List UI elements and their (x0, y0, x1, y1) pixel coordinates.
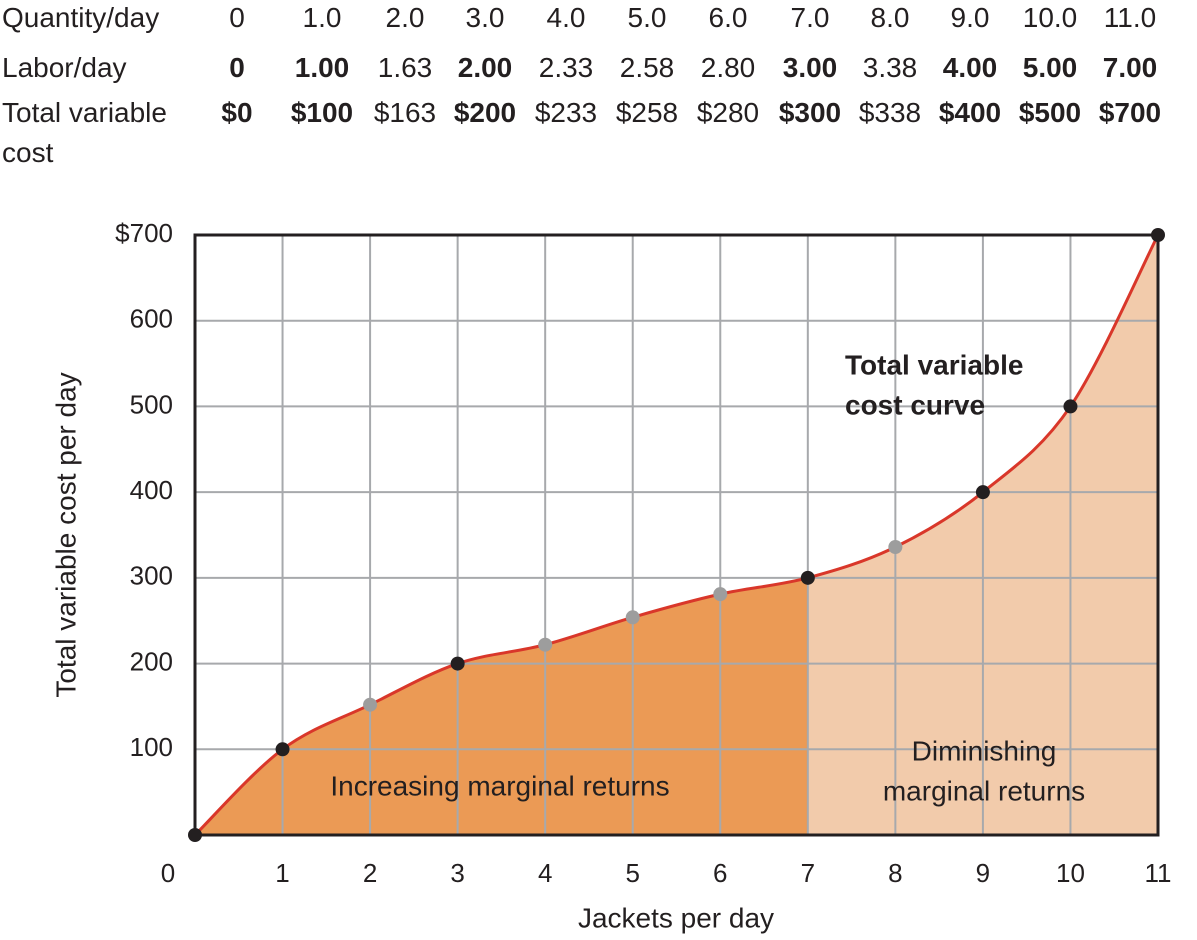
table-cell: 1.0 (302, 2, 342, 33)
table-cell: 11.0 (1103, 2, 1157, 33)
table-cell: $400 (938, 97, 1002, 128)
table-cell: 7.0 (790, 2, 830, 33)
table-cell: 3.38 (862, 52, 918, 83)
point (625, 610, 640, 625)
table-cell: 5.0 (627, 2, 667, 33)
point (713, 587, 728, 602)
point (1151, 228, 1165, 242)
table-cell: 5.00 (1022, 52, 1078, 83)
row-label: Total variable cost (2, 97, 167, 168)
curve-label: cost curve (845, 389, 985, 420)
x-tick-label: 3 (450, 858, 464, 888)
y-tick-label: 400 (130, 475, 173, 505)
table-cell: 0 (229, 2, 245, 33)
plot-frame (193, 233, 1160, 837)
point (450, 656, 465, 671)
x-tick-label: 1 (275, 858, 289, 888)
x-tick-label: 7 (801, 858, 815, 888)
region-label: marginal returns (883, 775, 1085, 806)
x-tick-label: 10 (1056, 858, 1085, 888)
table-cell: $100 (290, 97, 354, 128)
row-label: Labor/day (2, 52, 127, 83)
y-tick-label: 600 (130, 304, 173, 334)
table-cell: $700 (1098, 97, 1162, 128)
x-tick-label: 5 (625, 858, 639, 888)
y-tick-label: 500 (130, 389, 173, 419)
table-cell: 2.58 (619, 52, 675, 83)
point (975, 485, 990, 500)
y-tick-label: 300 (130, 561, 173, 591)
table-cell: 8.0 (870, 2, 910, 33)
table-cell: $200 (453, 97, 517, 128)
table-cell: 3.0 (465, 2, 505, 33)
table-cell: 2.0 (385, 2, 425, 33)
table-cell: 9.0 (950, 2, 990, 33)
x-tick-label: 2 (363, 858, 377, 888)
table-cell: 1.63 (377, 52, 433, 83)
table-cell: 1.00 (294, 52, 350, 83)
point (363, 697, 378, 712)
table-cell: 2.00 (457, 52, 513, 83)
region-label: Increasing marginal returns (330, 770, 669, 801)
x-tick-label: 4 (538, 858, 552, 888)
row-label: Quantity/day (2, 2, 160, 33)
x-tick-label: 11 (1145, 858, 1172, 888)
y-tick-label: 200 (130, 646, 173, 676)
y-tick-label: 100 (130, 732, 173, 762)
x-tick-label: 0 (161, 858, 175, 888)
table-cell: 6.0 (708, 2, 748, 33)
region-label: Diminishing (912, 735, 1057, 766)
curve-label: Total variable (845, 349, 1023, 380)
table-cell: $163 (373, 97, 437, 128)
curve (193, 234, 1160, 837)
table-cell: $258 (615, 97, 679, 128)
table-cell: 4.0 (546, 2, 586, 33)
table-cell: $233 (534, 97, 598, 128)
table-cell: 0 (229, 52, 245, 83)
table-cell: $280 (696, 97, 760, 128)
point (275, 742, 290, 757)
table-cell: $338 (858, 97, 922, 128)
y-axis-title: Total variable cost per day (50, 372, 81, 697)
table-cell: $300 (778, 97, 842, 128)
point (800, 570, 815, 585)
table-cell: 7.00 (1102, 52, 1158, 83)
table-cell: $500 (1018, 97, 1082, 128)
region-area (195, 577, 808, 835)
table-cell: 2.80 (700, 52, 756, 83)
x-tick-label: 6 (713, 858, 727, 888)
x-axis-title: Jackets per day (578, 902, 774, 933)
table-cell: 4.00 (942, 52, 998, 83)
y-tick-label: $700 (115, 218, 173, 248)
x-tick-label: 8 (888, 858, 902, 888)
point (1063, 399, 1078, 414)
point (188, 828, 202, 842)
table-cell: $0 (221, 97, 253, 128)
point (538, 637, 553, 652)
x-tick-label: 9 (976, 858, 990, 888)
table-cell: 2.33 (538, 52, 594, 83)
table-cell: 3.00 (782, 52, 838, 83)
point (888, 540, 903, 554)
table-cell: 10.0 (1022, 2, 1078, 33)
